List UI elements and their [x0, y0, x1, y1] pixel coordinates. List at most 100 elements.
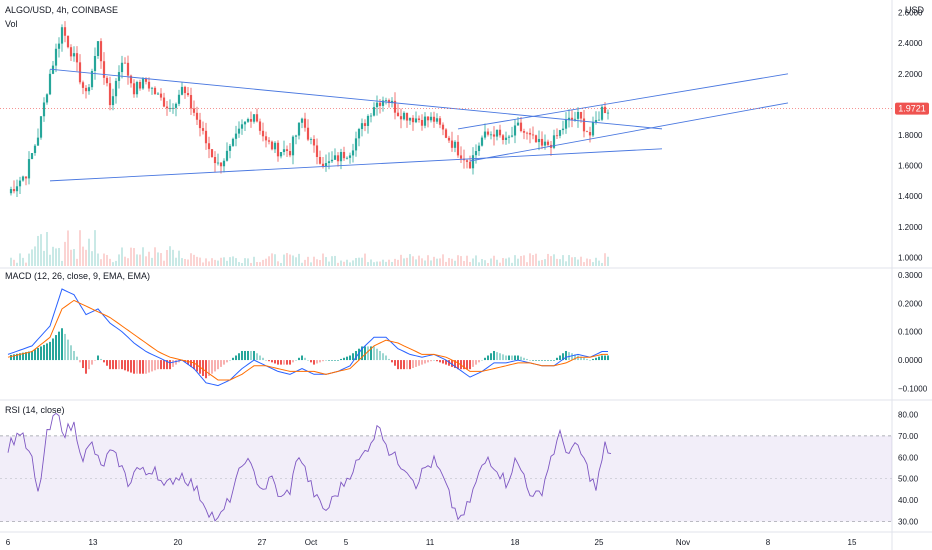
candle-body: [399, 116, 403, 120]
macd-histogram-bar: [310, 360, 312, 363]
macd-histogram-bar: [259, 355, 261, 361]
axis-tick-label: −0.1000: [898, 384, 928, 393]
volume-bar: [106, 254, 108, 266]
candle-body: [189, 95, 193, 109]
axis-tick-label: 2.6000: [898, 9, 923, 18]
volume-bar: [547, 253, 549, 266]
macd-histogram-bar: [163, 360, 165, 370]
macd-histogram-bar: [352, 353, 354, 361]
currency-label: USD: [905, 5, 925, 15]
macd-histogram-bar: [400, 360, 402, 370]
macd-histogram-bar: [73, 350, 75, 361]
candle-body: [456, 141, 460, 156]
volume-bar: [466, 255, 468, 266]
volume-bar: [88, 238, 90, 266]
candle-body: [495, 129, 499, 137]
axis-tick-label: 0.0000: [898, 356, 923, 365]
volume-bar: [304, 259, 306, 266]
candle-body: [234, 133, 238, 139]
candle-body: [45, 94, 49, 103]
macd-histogram-bar: [541, 360, 543, 361]
macd-histogram-bar: [505, 355, 507, 361]
macd-histogram-bar: [433, 360, 435, 361]
time-tick-label: 6: [6, 538, 11, 547]
candle-body: [162, 97, 166, 107]
macd-histogram-bar: [112, 360, 114, 370]
volume-bar: [64, 241, 66, 266]
volume-bar: [457, 255, 459, 266]
time-tick-label: 5: [344, 538, 349, 547]
volume-bar: [316, 259, 318, 266]
volume-bar: [241, 262, 243, 266]
volume-bar: [91, 251, 93, 266]
volume-bar: [358, 257, 360, 266]
macd-histogram-bar: [319, 360, 321, 363]
macd-histogram-bar: [532, 360, 534, 361]
macd-histogram-bar: [208, 360, 210, 376]
macd-histogram-bar: [193, 360, 195, 370]
volume-bar: [376, 261, 378, 266]
trendlines[interactable]: [49, 68, 789, 182]
candle-body: [468, 161, 472, 169]
candle-body: [336, 155, 340, 162]
candle-body: [177, 94, 181, 104]
volume-bar: [247, 258, 249, 266]
macd-title[interactable]: MACD (12, 26, close, 9, EMA, EMA): [5, 271, 151, 281]
volume-bar: [406, 257, 408, 266]
candle-body: [264, 136, 268, 141]
macd-histogram-bar: [520, 356, 522, 361]
macd-histogram-bar: [160, 360, 162, 370]
volume-bar: [460, 256, 462, 266]
macd-histogram-bar: [316, 360, 318, 364]
volume-bar: [337, 262, 339, 266]
macd-histogram-bar: [412, 360, 414, 369]
volume-bar: [280, 262, 282, 266]
candle-body: [279, 152, 283, 157]
macd-histogram-bar: [322, 360, 324, 362]
volume-bar: [475, 255, 477, 266]
macd-histogram-bar: [487, 355, 489, 361]
macd-histogram-bar: [274, 360, 276, 364]
symbol-title[interactable]: ALGO/USD, 4h, COINBASE: [5, 5, 119, 15]
volume-bar: [217, 260, 219, 266]
volume-bar: [400, 254, 402, 266]
candle-body: [219, 162, 223, 167]
volume-bar: [238, 262, 240, 266]
candle-body: [384, 100, 388, 101]
rsi-title[interactable]: RSI (14, close): [5, 405, 65, 415]
candle-body: [570, 117, 574, 120]
macd-histogram-bar: [58, 331, 60, 361]
macd-histogram-bar: [16, 353, 18, 361]
volume-label[interactable]: Vol: [5, 19, 18, 29]
macd-histogram-bar: [577, 355, 579, 361]
volume-bar: [421, 258, 423, 266]
volume-bar: [94, 230, 96, 266]
volume-bar: [328, 261, 330, 266]
macd-histogram-bar: [76, 356, 78, 361]
macd-histogram-bar: [475, 360, 477, 365]
volume-bar: [103, 253, 105, 266]
macd-histogram-bar: [493, 350, 495, 361]
candle-body: [597, 119, 601, 121]
volume-bar: [322, 253, 324, 266]
macd-histogram-bar: [562, 353, 564, 361]
volume-bar: [181, 258, 183, 266]
volume-bar: [244, 258, 246, 266]
candle-body: [420, 119, 424, 126]
macd-histogram-bar: [304, 357, 306, 361]
volume-bar: [25, 262, 27, 266]
macd-histogram-bar: [484, 357, 486, 361]
candle-body: [492, 134, 496, 137]
volume-bar: [454, 260, 456, 266]
candle-body: [480, 137, 484, 146]
macd-histogram-bar: [169, 360, 171, 370]
macd-histogram-bar: [67, 339, 69, 361]
macd-histogram-bar: [136, 360, 138, 374]
volume-bar: [55, 248, 57, 266]
volume-bar: [595, 257, 597, 266]
candle-body: [465, 160, 469, 162]
volume-bar: [601, 262, 603, 266]
volume-bar: [463, 260, 465, 266]
candle-body: [135, 81, 139, 95]
